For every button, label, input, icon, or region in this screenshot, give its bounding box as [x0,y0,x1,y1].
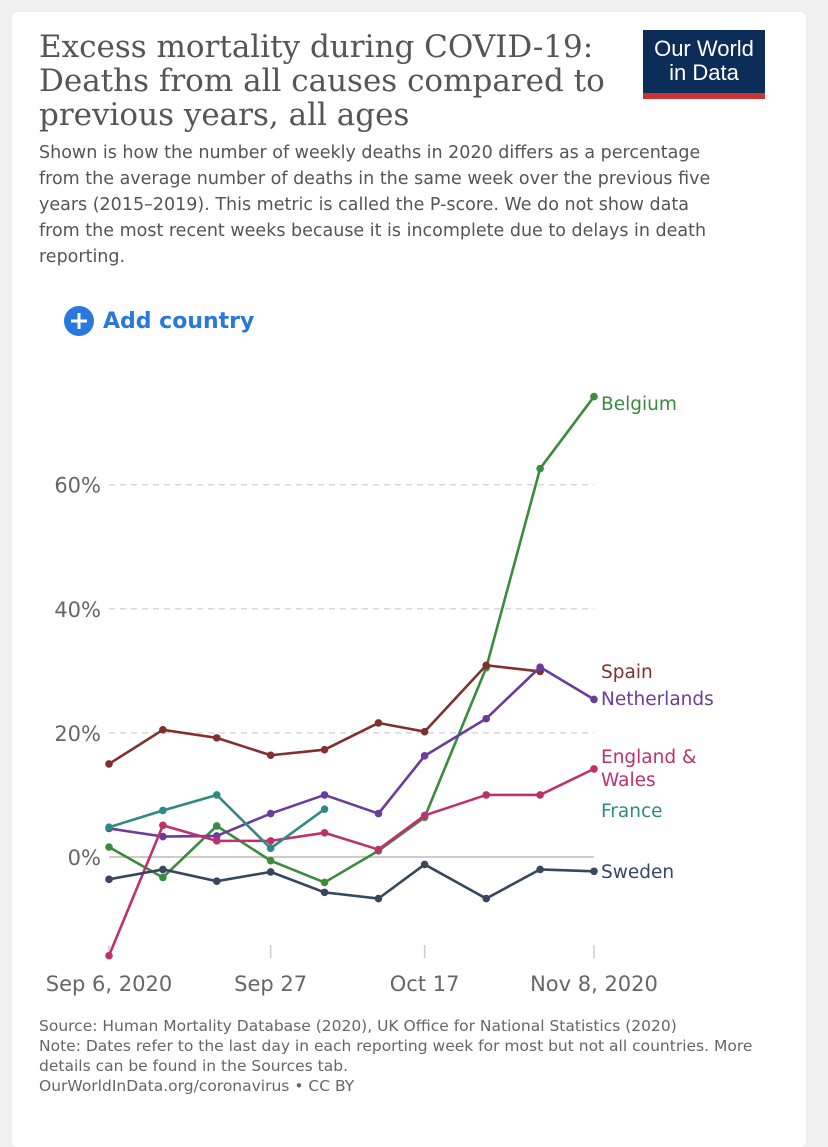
logo-line-2: in Data [669,60,739,85]
data-point [212,734,221,742]
y-tick-label: 0% [68,846,101,870]
data-point [266,751,275,760]
series-label: Netherlands [601,689,714,710]
footer-separator: • [294,1077,304,1095]
line-chart: 0% 20% 40% 60% Sep 6, 2020 Sep 27 Oct 17 Nov 8,… [46,392,714,996]
data-point [320,791,329,799]
data-point [159,806,167,815]
data-point [159,865,167,874]
y-tick-label: 60% [54,474,101,498]
owid-logo[interactable]: Our World in Data [643,30,765,99]
chart-subtitle: Shown is how the number of weekly deaths… [39,143,711,267]
note-text: Note: Dates refer to the last day in eac… [39,1037,753,1075]
data-point [212,791,221,799]
series-label: Sweden [601,862,674,883]
series-label: France [601,801,663,822]
data-point [590,695,598,704]
data-point [105,843,113,851]
logo-line-1: Our World [654,36,754,61]
series-line [108,863,595,900]
data-point [374,845,383,854]
data-point [266,837,275,845]
x-tick-label: Oct 17 [390,972,460,996]
data-point [266,868,275,876]
site-link[interactable]: OurWorldInData.org/coronavirus [39,1077,290,1095]
add-country-button[interactable]: Add country [64,306,254,336]
data-point [482,661,491,670]
data-point [536,791,544,799]
data-point [320,878,329,887]
data-point [536,464,544,473]
data-point [212,822,221,830]
series-label: Belgium [601,394,677,415]
add-country-label: Add country [103,308,255,334]
data-point [420,727,429,736]
source-text: Source: Human Mortality Database (2020),… [39,1017,677,1035]
data-point [536,865,544,874]
chart-footer: Source: Human Mortality Database (2020),… [39,1016,759,1096]
plus-circle-icon [64,306,94,336]
x-tick-label: Sep 27 [234,972,307,996]
data-point [105,951,113,960]
data-point [590,392,598,401]
data-point [482,791,491,799]
data-point [266,809,275,818]
x-tick-label: Nov 8, 2020 [530,972,658,996]
series-line [108,395,596,884]
data-point [374,894,383,903]
footer-credit: OurWorldInData.org/coronavirus • CC BY [39,1076,759,1096]
data-point [266,856,275,865]
data-point [320,805,329,814]
data-point [159,725,167,734]
data-point [420,811,429,820]
data-point [159,873,167,882]
data-point [266,844,275,853]
x-tick-label: Sep 6, 2020 [46,972,172,996]
data-point [159,821,167,830]
chart-title: Excess mortality during COVID-19: Deaths… [39,29,605,133]
data-point [320,745,329,754]
data-point [482,714,491,723]
y-tick-label: 40% [54,598,101,622]
data-point [320,888,329,897]
data-point [212,877,221,885]
series-label: England & [601,747,696,768]
y-tick-label: 20% [54,722,101,746]
data-point [590,765,598,773]
data-point [212,837,221,845]
series-label: Wales [601,770,656,791]
series-line [107,767,595,957]
data-point [420,860,429,869]
data-point [320,829,329,837]
data-point [105,760,113,768]
data-point [420,752,429,760]
data-point [374,809,383,818]
chart-card [12,12,806,1147]
data-point [536,663,544,671]
data-point [482,894,491,903]
license-link[interactable]: CC BY [308,1077,355,1095]
data-point [105,823,113,832]
series-line [108,665,595,838]
series-label: Spain [601,662,653,683]
data-point [374,719,383,727]
data-point [105,875,113,884]
data-point [590,867,598,876]
data-point [159,832,167,841]
